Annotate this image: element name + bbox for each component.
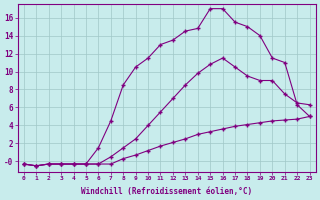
- X-axis label: Windchill (Refroidissement éolien,°C): Windchill (Refroidissement éolien,°C): [81, 187, 252, 196]
